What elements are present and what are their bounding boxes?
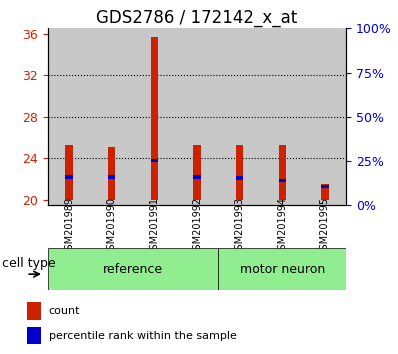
Text: GSM201992: GSM201992 bbox=[192, 197, 202, 256]
Text: count: count bbox=[49, 306, 80, 316]
Bar bbox=[321, 185, 329, 188]
Text: GSM201993: GSM201993 bbox=[235, 197, 245, 256]
Bar bbox=[236, 145, 244, 200]
Text: GSM201991: GSM201991 bbox=[149, 197, 159, 256]
Bar bbox=[193, 145, 201, 200]
Bar bbox=[48, 248, 219, 290]
Bar bbox=[279, 178, 286, 182]
Bar bbox=[90, 28, 133, 205]
Bar bbox=[150, 37, 158, 200]
Bar bbox=[27, 327, 41, 344]
Bar bbox=[193, 175, 201, 179]
Bar bbox=[27, 302, 41, 320]
Bar bbox=[304, 28, 346, 205]
Bar bbox=[321, 184, 329, 200]
Bar bbox=[219, 248, 346, 290]
Bar bbox=[108, 175, 115, 179]
Text: GSM201990: GSM201990 bbox=[107, 197, 117, 256]
Bar bbox=[65, 175, 73, 179]
Text: motor neuron: motor neuron bbox=[240, 263, 325, 275]
Bar bbox=[176, 28, 219, 205]
Bar bbox=[219, 28, 261, 205]
Text: GSM201995: GSM201995 bbox=[320, 197, 330, 256]
Bar bbox=[150, 159, 158, 162]
Title: GDS2786 / 172142_x_at: GDS2786 / 172142_x_at bbox=[96, 9, 298, 27]
Bar bbox=[133, 28, 176, 205]
Bar bbox=[108, 147, 115, 200]
Bar bbox=[236, 176, 244, 180]
Text: reference: reference bbox=[103, 263, 163, 275]
Text: cell type: cell type bbox=[2, 257, 56, 270]
Bar bbox=[48, 28, 90, 205]
Text: GSM201989: GSM201989 bbox=[64, 197, 74, 256]
Bar bbox=[65, 145, 73, 200]
Bar bbox=[279, 145, 286, 200]
Bar bbox=[261, 28, 304, 205]
Text: percentile rank within the sample: percentile rank within the sample bbox=[49, 331, 236, 341]
Text: GSM201994: GSM201994 bbox=[277, 197, 287, 256]
